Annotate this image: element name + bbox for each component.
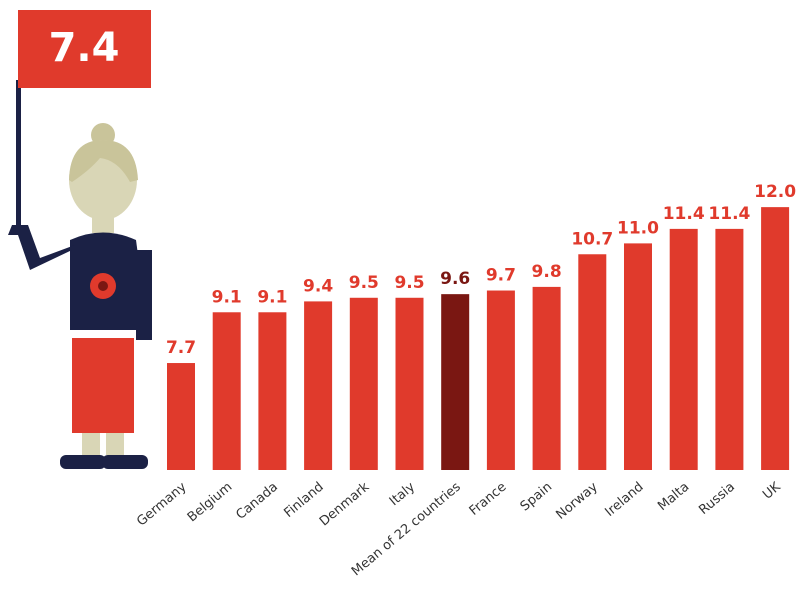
bar (669, 228, 698, 470)
value-label: 11.4 (708, 204, 750, 224)
illustration: 7.4 (8, 10, 152, 469)
x-tick-label: Canada (233, 480, 281, 523)
x-tick-label: Denmark (317, 479, 373, 529)
value-label: 12.0 (754, 182, 796, 202)
x-tick-label: Italy (387, 479, 418, 509)
bar (761, 207, 790, 470)
value-label: 9.4 (303, 276, 333, 296)
value-label: 9.1 (257, 287, 287, 307)
bar (304, 301, 333, 470)
x-tick-label: Malta (655, 480, 692, 515)
x-tick-label: Spain (518, 480, 555, 515)
bar (395, 297, 424, 470)
value-label: 9.6 (440, 269, 470, 289)
x-tick-label: Norway (553, 479, 601, 522)
bar (167, 363, 195, 470)
bar (532, 286, 561, 470)
x-tick-label: Germany (134, 479, 190, 529)
bar (258, 312, 287, 470)
bar (715, 228, 744, 470)
bar (441, 294, 470, 470)
x-tick-label: Ireland (602, 480, 646, 520)
x-tick-label: Russia (696, 480, 738, 518)
bar (578, 254, 607, 470)
bar (349, 297, 378, 470)
value-label: 9.5 (394, 273, 424, 293)
bar (624, 243, 652, 470)
flag-label: 7.4 (49, 25, 120, 71)
value-label: 7.7 (166, 338, 196, 358)
x-tick-label: UK (760, 479, 784, 502)
value-label: 9.7 (486, 266, 516, 286)
x-tick-label: Belgium (185, 480, 235, 526)
bar (486, 290, 515, 470)
value-label: 11.4 (663, 204, 705, 224)
value-label: 9.8 (532, 262, 562, 282)
value-label: 9.5 (349, 273, 379, 293)
value-label: 9.1 (212, 287, 242, 307)
value-label: 10.7 (571, 229, 613, 249)
value-label: 11.0 (617, 218, 659, 238)
x-tick-label: France (467, 480, 510, 519)
bar (212, 312, 241, 470)
